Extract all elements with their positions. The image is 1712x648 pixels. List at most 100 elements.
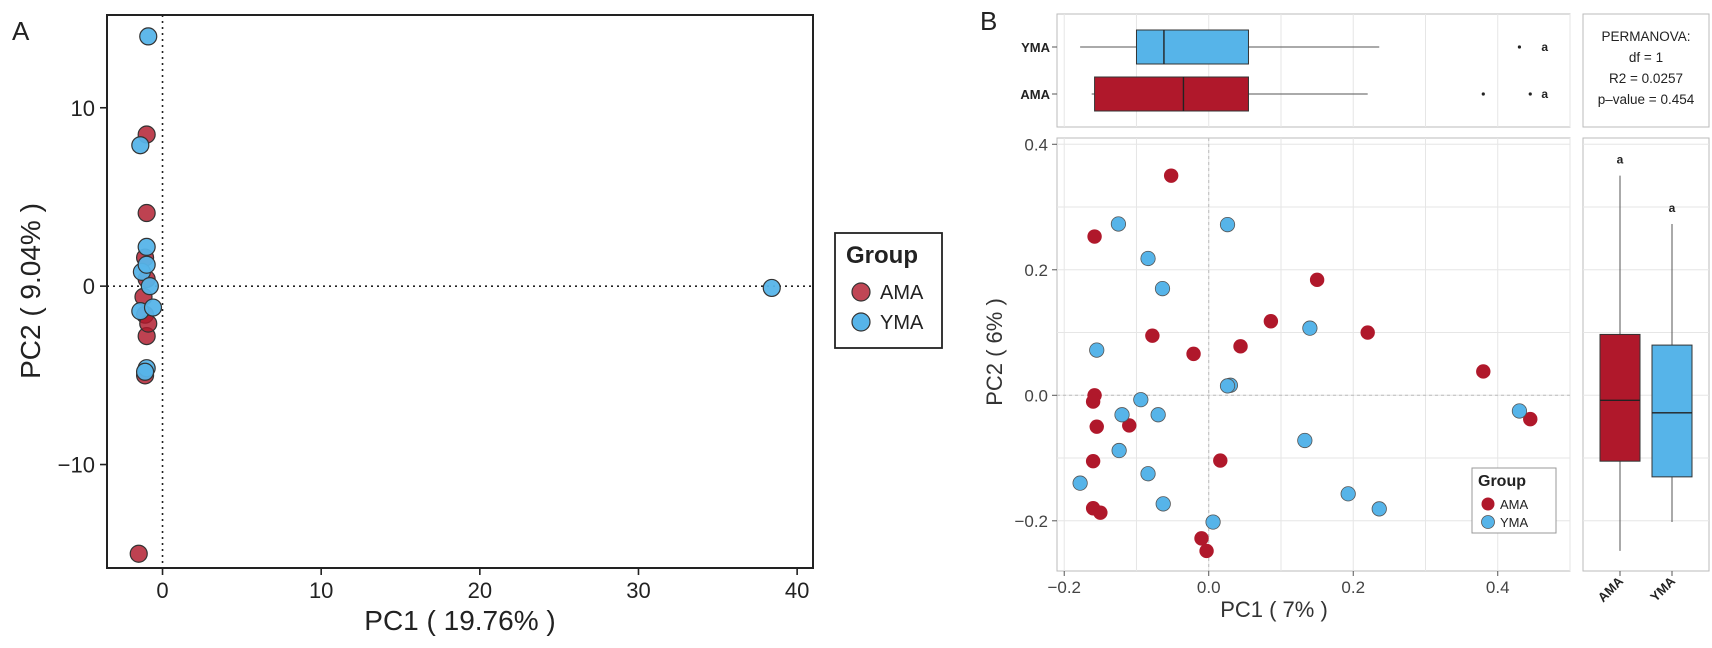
panel-b-point-yma (1154, 281, 1171, 297)
top-box-outlier-ama (1481, 92, 1485, 96)
panel-a-point-yma (139, 27, 158, 46)
panel-a-point-yma (135, 362, 155, 381)
panel-b-y-axis-label: PC2 ( 6% ) (982, 298, 1007, 406)
panel-b-x-tick-label: −0.2 (1047, 578, 1081, 597)
legend-b-marker-ama (1481, 497, 1495, 511)
panel-a-plot: 0 10 20 30 40 −10 0 10 (58, 14, 814, 603)
panel-a-x-tick-label: 20 (468, 578, 492, 603)
panel-b-x-tick-label: 0.0 (1197, 578, 1221, 597)
panel-a-label: A (12, 16, 30, 46)
panel-b-y-tick-label: −0.2 (1014, 512, 1048, 531)
panel-b-legend-item-yma: YMA (1500, 515, 1529, 530)
stats-line-2: df = 1 (1629, 50, 1663, 65)
panel-a-x-tick-label: 40 (785, 578, 809, 603)
panel-a-point-ama (137, 203, 156, 223)
right-box-category-ama: AMA (1595, 573, 1627, 605)
panel-b-point-yma (1297, 432, 1313, 449)
legend-b-marker-yma (1481, 515, 1495, 529)
panel-b-point-yma (1111, 442, 1127, 459)
panel-b-point-yma (1302, 320, 1318, 336)
panel-b-legend-title: Group (1478, 473, 1526, 490)
panel-b-point-yma (1219, 217, 1236, 233)
panel-b-point-yma (1205, 514, 1221, 530)
panel-b-top-boxplot: YMA a AMA a (1020, 13, 1571, 128)
panel-b-point-ama (1089, 419, 1104, 434)
top-box-letter-yma: a (1541, 40, 1548, 54)
panel-a-y-axis-label: PC2 ( 9.04% ) (15, 203, 46, 379)
top-box-letter-ama: a (1541, 87, 1548, 101)
stats-line-4: p–value = 0.454 (1598, 92, 1695, 107)
permanova-stats: PERMANOVA: df = 1 R2 = 0.0257 p–value = … (1582, 13, 1710, 128)
right-box-yma (1651, 344, 1693, 478)
stats-line-3: R2 = 0.0257 (1609, 71, 1683, 86)
top-box-category-yma: YMA (1021, 40, 1051, 55)
panel-b-y-tick-label: 0.0 (1024, 386, 1048, 405)
panel-b-point-yma (1155, 496, 1171, 512)
panel-a-x-axis-label: PC1 ( 19.76% ) (364, 605, 555, 636)
panel-b-label: B (980, 6, 997, 36)
panel-b-point-ama (1360, 325, 1375, 340)
panel-b-point-ama (1093, 505, 1108, 520)
panel-a-x-tick-label: 10 (309, 578, 333, 603)
top-box-yma (1135, 29, 1249, 65)
panel-b-right-boxplot: a AMA a YMA (1582, 137, 1710, 605)
panel-b-point-ama (1263, 314, 1279, 329)
panel-b-point-yma (1150, 407, 1166, 423)
panel-a-point-yma (137, 255, 156, 274)
panel-a-point-ama (129, 544, 148, 563)
stats-line-1: PERMANOVA: (1601, 29, 1690, 44)
panel-b-point-yma (1114, 407, 1130, 423)
panel-b-point-ama (1199, 543, 1214, 559)
top-box-outlier-yma (1517, 45, 1522, 49)
panel-a-y-tick-label: −10 (58, 453, 95, 478)
panel-a-frame (106, 14, 814, 569)
panel-b-legend-item-ama: AMA (1500, 497, 1529, 512)
panel-b-point-ama (1122, 418, 1137, 433)
panel-a-y-tick-label: 10 (71, 96, 95, 121)
panel-a-legend: Group AMA YMA (834, 232, 943, 349)
panel-b-point-yma (1110, 216, 1127, 232)
top-box-outlier-ama (1528, 92, 1532, 96)
panel-b-point-yma (1089, 342, 1105, 358)
right-box-category-yma: YMA (1647, 573, 1678, 604)
panel-a-point-yma (140, 277, 159, 296)
panel-b-point-yma (1340, 486, 1356, 502)
legend-a-marker-ama (851, 282, 871, 302)
panel-b-point-ama (1523, 411, 1538, 427)
panel-b-point-yma (1511, 403, 1528, 419)
panel-b-point-ama (1476, 364, 1491, 379)
right-box-letter-ama: a (1617, 153, 1624, 167)
panel-b-x-tick-label: 0.4 (1486, 578, 1510, 597)
stats-frame (1582, 13, 1710, 128)
panel-a-x-tick-label: 0 (156, 578, 168, 603)
panel-b-point-ama (1145, 328, 1160, 343)
panel-b-x-axis-label: PC1 ( 7% ) (1220, 597, 1328, 622)
panel-b-point-yma (1140, 250, 1156, 267)
panel-b-point-ama (1309, 272, 1325, 288)
legend-a-marker-yma (851, 312, 871, 332)
panel-b-x-tick-label: 0.2 (1341, 578, 1365, 597)
panel-b-legend: Group AMA YMA (1471, 467, 1557, 534)
panel-a-point-yma (137, 237, 156, 257)
panel-b-point-yma (1133, 392, 1149, 408)
panel-b-point-ama (1087, 229, 1102, 244)
panel-b-point-ama (1233, 339, 1248, 354)
panel-b-y-tick-label: 0.2 (1024, 261, 1048, 280)
panel-b-point-yma (1371, 501, 1387, 517)
panel-a-legend-title: Group (846, 242, 918, 269)
panel-b-y-tick-label: 0.4 (1024, 135, 1048, 154)
panel-a-point-yma (131, 136, 150, 155)
panel-a-point-yma (762, 278, 781, 298)
panel-b-frame (1056, 137, 1571, 572)
panel-a-x-tick-label: 30 (626, 578, 650, 603)
panel-b-point-ama (1213, 453, 1228, 468)
panel-b-point-ama (1085, 453, 1101, 469)
panel-b-point-ama (1085, 394, 1101, 409)
panel-b-point-ama (1186, 346, 1201, 362)
panel-a-legend-item-ama: AMA (880, 282, 924, 304)
panel-b-point-ama (1194, 531, 1209, 546)
panel-b-point-yma (1140, 466, 1156, 482)
right-box-ama (1599, 333, 1641, 462)
panel-b-point-yma (1072, 475, 1088, 491)
